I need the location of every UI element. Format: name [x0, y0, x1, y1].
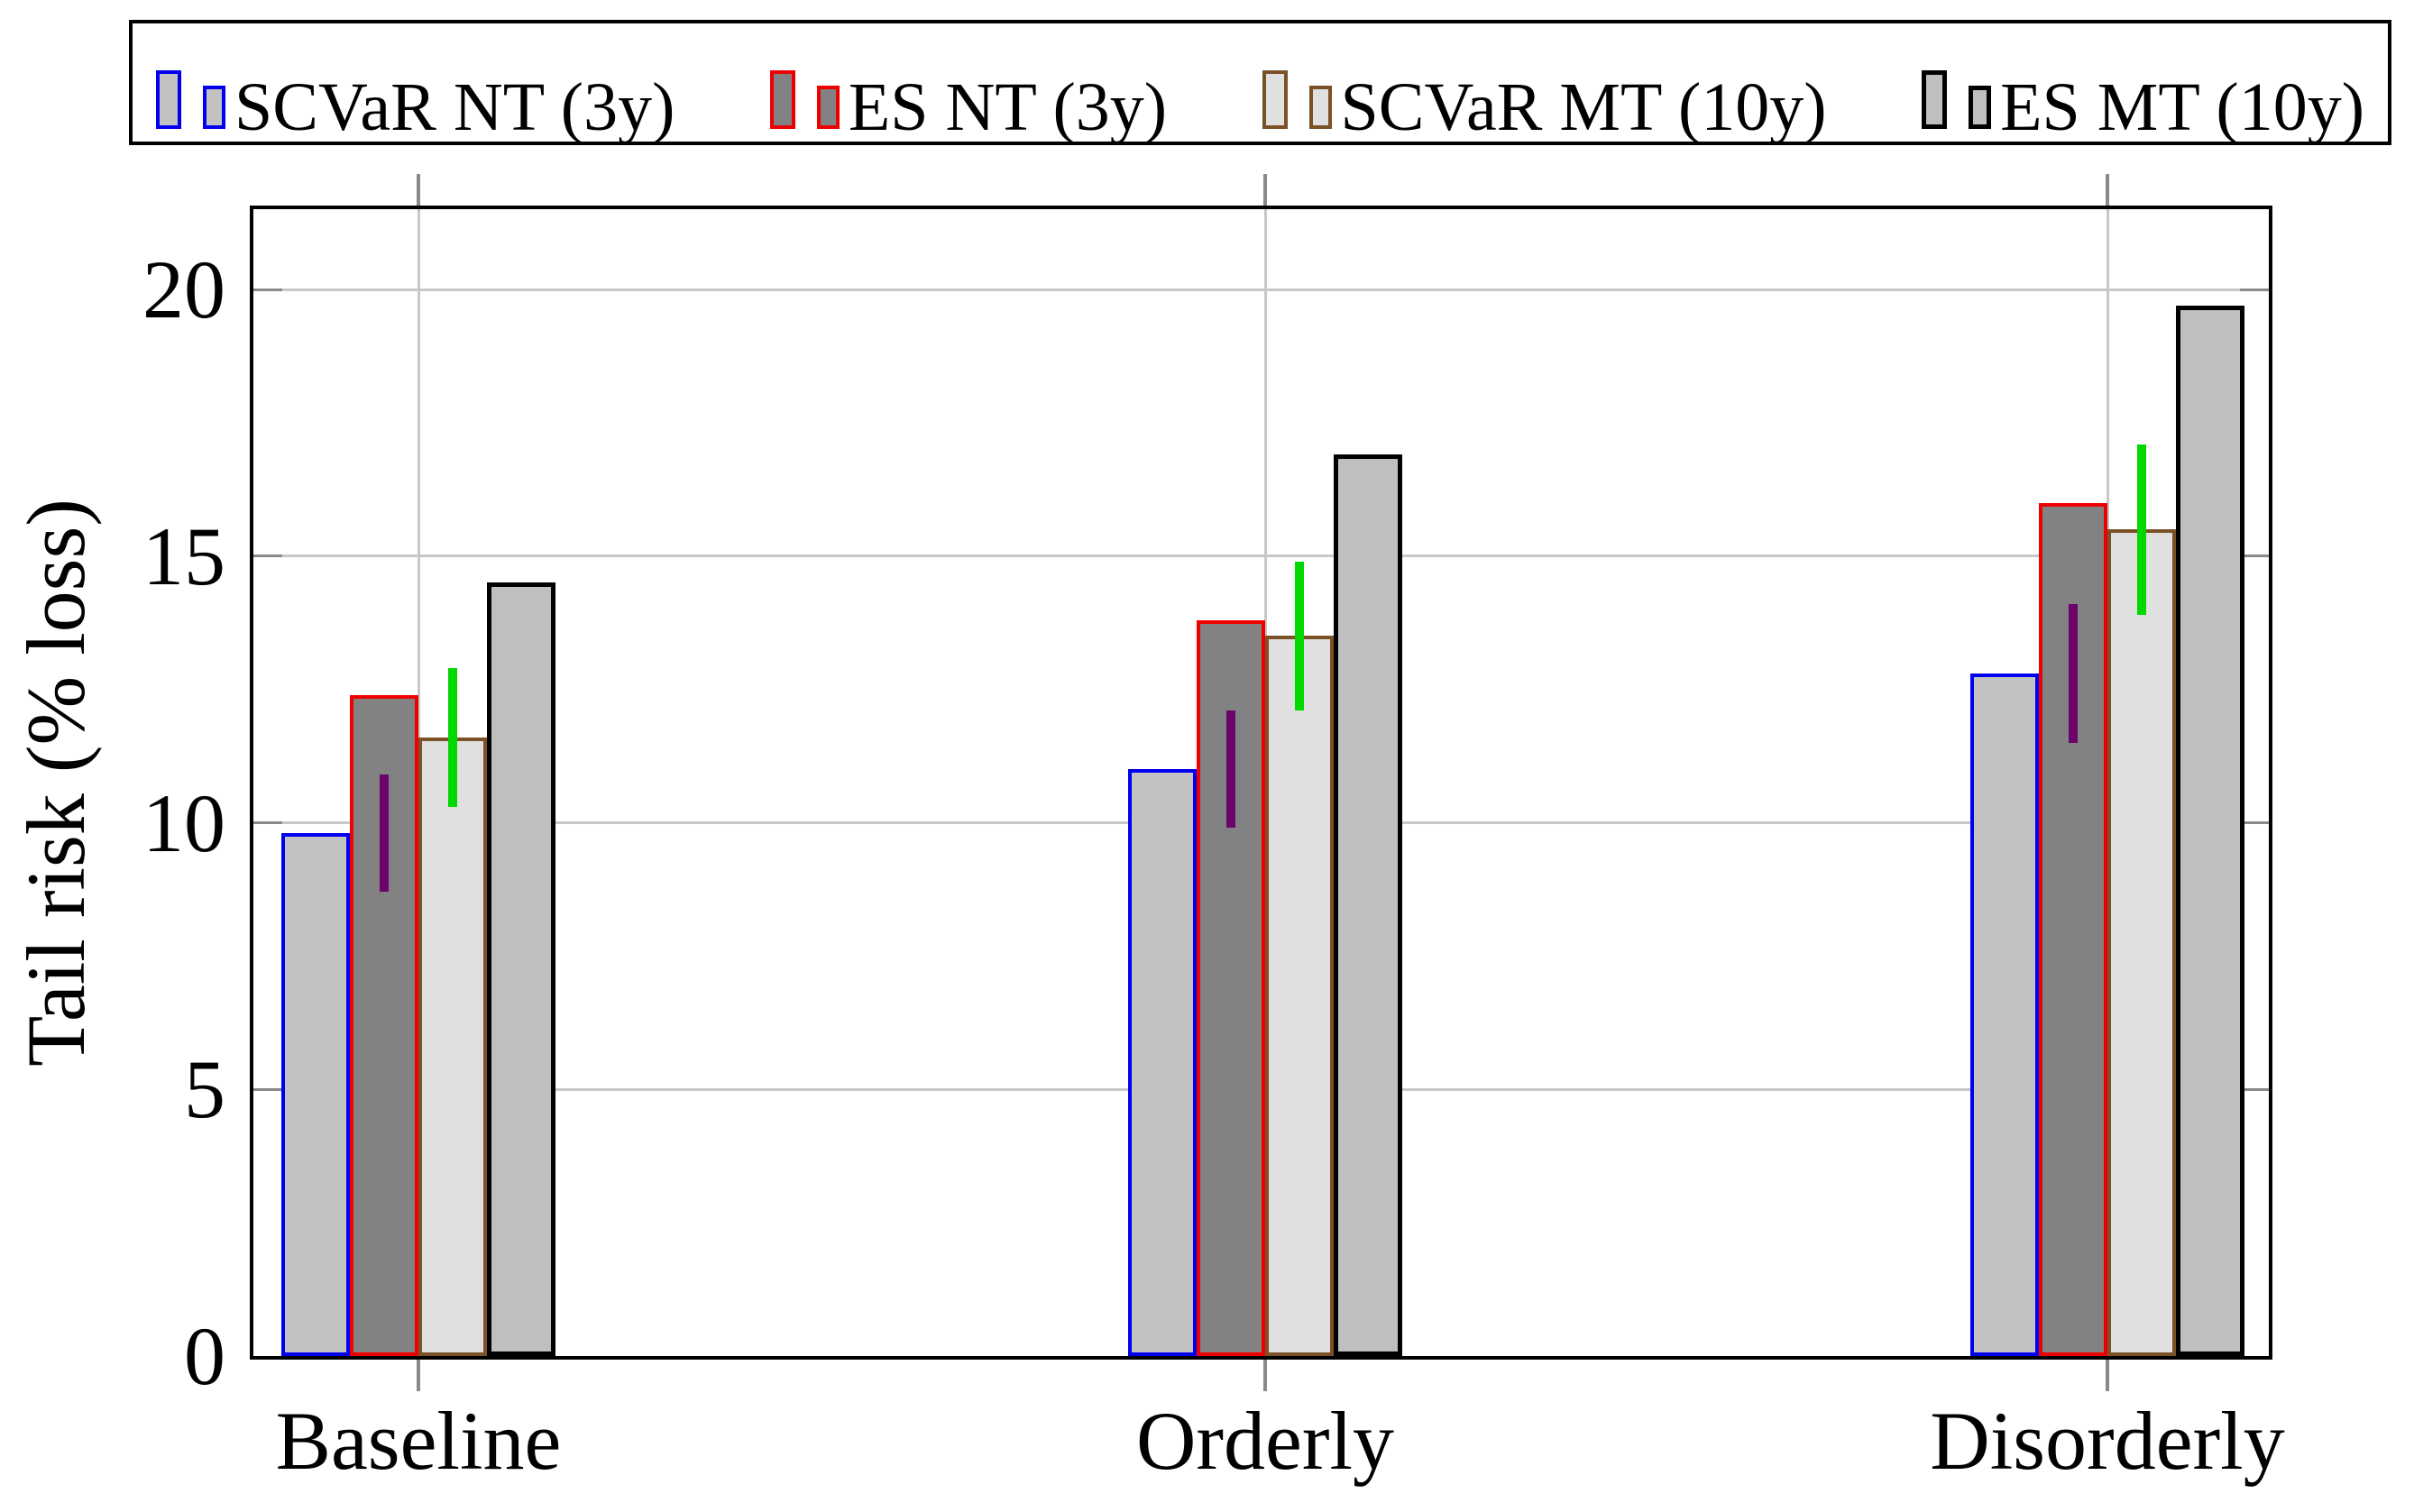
error-bar-mt-disorderly: [2137, 444, 2146, 615]
y-tick-20: [253, 288, 282, 291]
x-tick-top-baseline: [417, 174, 420, 206]
legend-swatch-es-nt-3y-icon: [769, 70, 840, 129]
legend-label: SCVaR MT (10y): [1340, 69, 1827, 145]
x-tick-label-disorderly: Disorderly: [1930, 1395, 2285, 1487]
bar-baseline-scvar-mt-10y: [418, 737, 487, 1356]
x-tick-label-baseline: Baseline: [275, 1395, 562, 1487]
y-tick-label-5: 5: [184, 1043, 225, 1136]
legend-entry-scvar-nt-3y: SCVaR NT (3y): [156, 60, 675, 142]
x-tick-label-orderly: Orderly: [1135, 1395, 1395, 1487]
bar-orderly-scvar-nt-3y: [1128, 769, 1197, 1356]
legend-label: ES MT (10y): [2000, 69, 2364, 145]
gridline-y-20: [253, 288, 2269, 291]
bar-orderly-scvar-mt-10y: [1265, 636, 1334, 1356]
legend-swatch-scvar-mt-10y-icon: [1262, 70, 1332, 129]
legend-label: SCVaR NT (3y): [234, 69, 675, 145]
y-tick-right-20: [2240, 288, 2269, 291]
legend-label: ES NT (3y): [848, 69, 1168, 145]
legend-entry-scvar-mt-10y: SCVaR MT (10y): [1262, 60, 1827, 142]
y-tick-10: [253, 821, 282, 824]
gridline-y-15: [253, 554, 2269, 558]
legend: SCVaR NT (3y) ES NT (3y) SCVaR MT (10y) …: [129, 20, 2391, 145]
legend-entry-es-nt-3y: ES NT (3y): [769, 60, 1167, 142]
plot-area: [250, 174, 2272, 1391]
y-tick-label-20: 20: [142, 243, 225, 335]
x-tick-top-orderly: [1263, 174, 1267, 206]
bar-baseline-es-mt-10y: [487, 582, 555, 1356]
y-tick-right-15: [2240, 554, 2269, 558]
bar-orderly-es-mt-10y: [1334, 454, 1402, 1356]
x-tick-bottom-disorderly: [2106, 1360, 2109, 1391]
x-tick-bottom-orderly: [1263, 1360, 1267, 1391]
y-tick-5: [253, 1087, 282, 1091]
y-tick-label-15: 15: [142, 509, 225, 602]
y-tick-label-0: 0: [184, 1310, 225, 1402]
x-tick-top-disorderly: [2106, 174, 2109, 206]
y-tick-15: [253, 554, 282, 558]
x-tick-bottom-baseline: [417, 1360, 420, 1391]
error-bar-mt-baseline: [448, 667, 457, 807]
error-bar-mt-orderly: [1295, 561, 1304, 711]
legend-swatch-scvar-nt-3y-icon: [156, 70, 225, 129]
bar-disorderly-es-mt-10y: [2176, 305, 2244, 1356]
bar-disorderly-scvar-mt-10y: [2107, 529, 2176, 1356]
bar-disorderly-scvar-nt-3y: [1970, 673, 2039, 1356]
y-tick-right-10: [2240, 821, 2269, 824]
bar-baseline-scvar-nt-3y: [281, 833, 350, 1356]
error-bar-nt-disorderly: [2069, 603, 2078, 743]
legend-swatch-es-mt-10y-icon: [1922, 70, 1992, 129]
legend-entry-es-mt-10y: ES MT (10y): [1922, 60, 2364, 142]
y-tick-right-5: [2240, 1087, 2269, 1091]
error-bar-nt-baseline: [380, 774, 389, 893]
error-bar-nt-orderly: [1226, 710, 1235, 829]
y-tick-label-10: 10: [142, 776, 225, 869]
